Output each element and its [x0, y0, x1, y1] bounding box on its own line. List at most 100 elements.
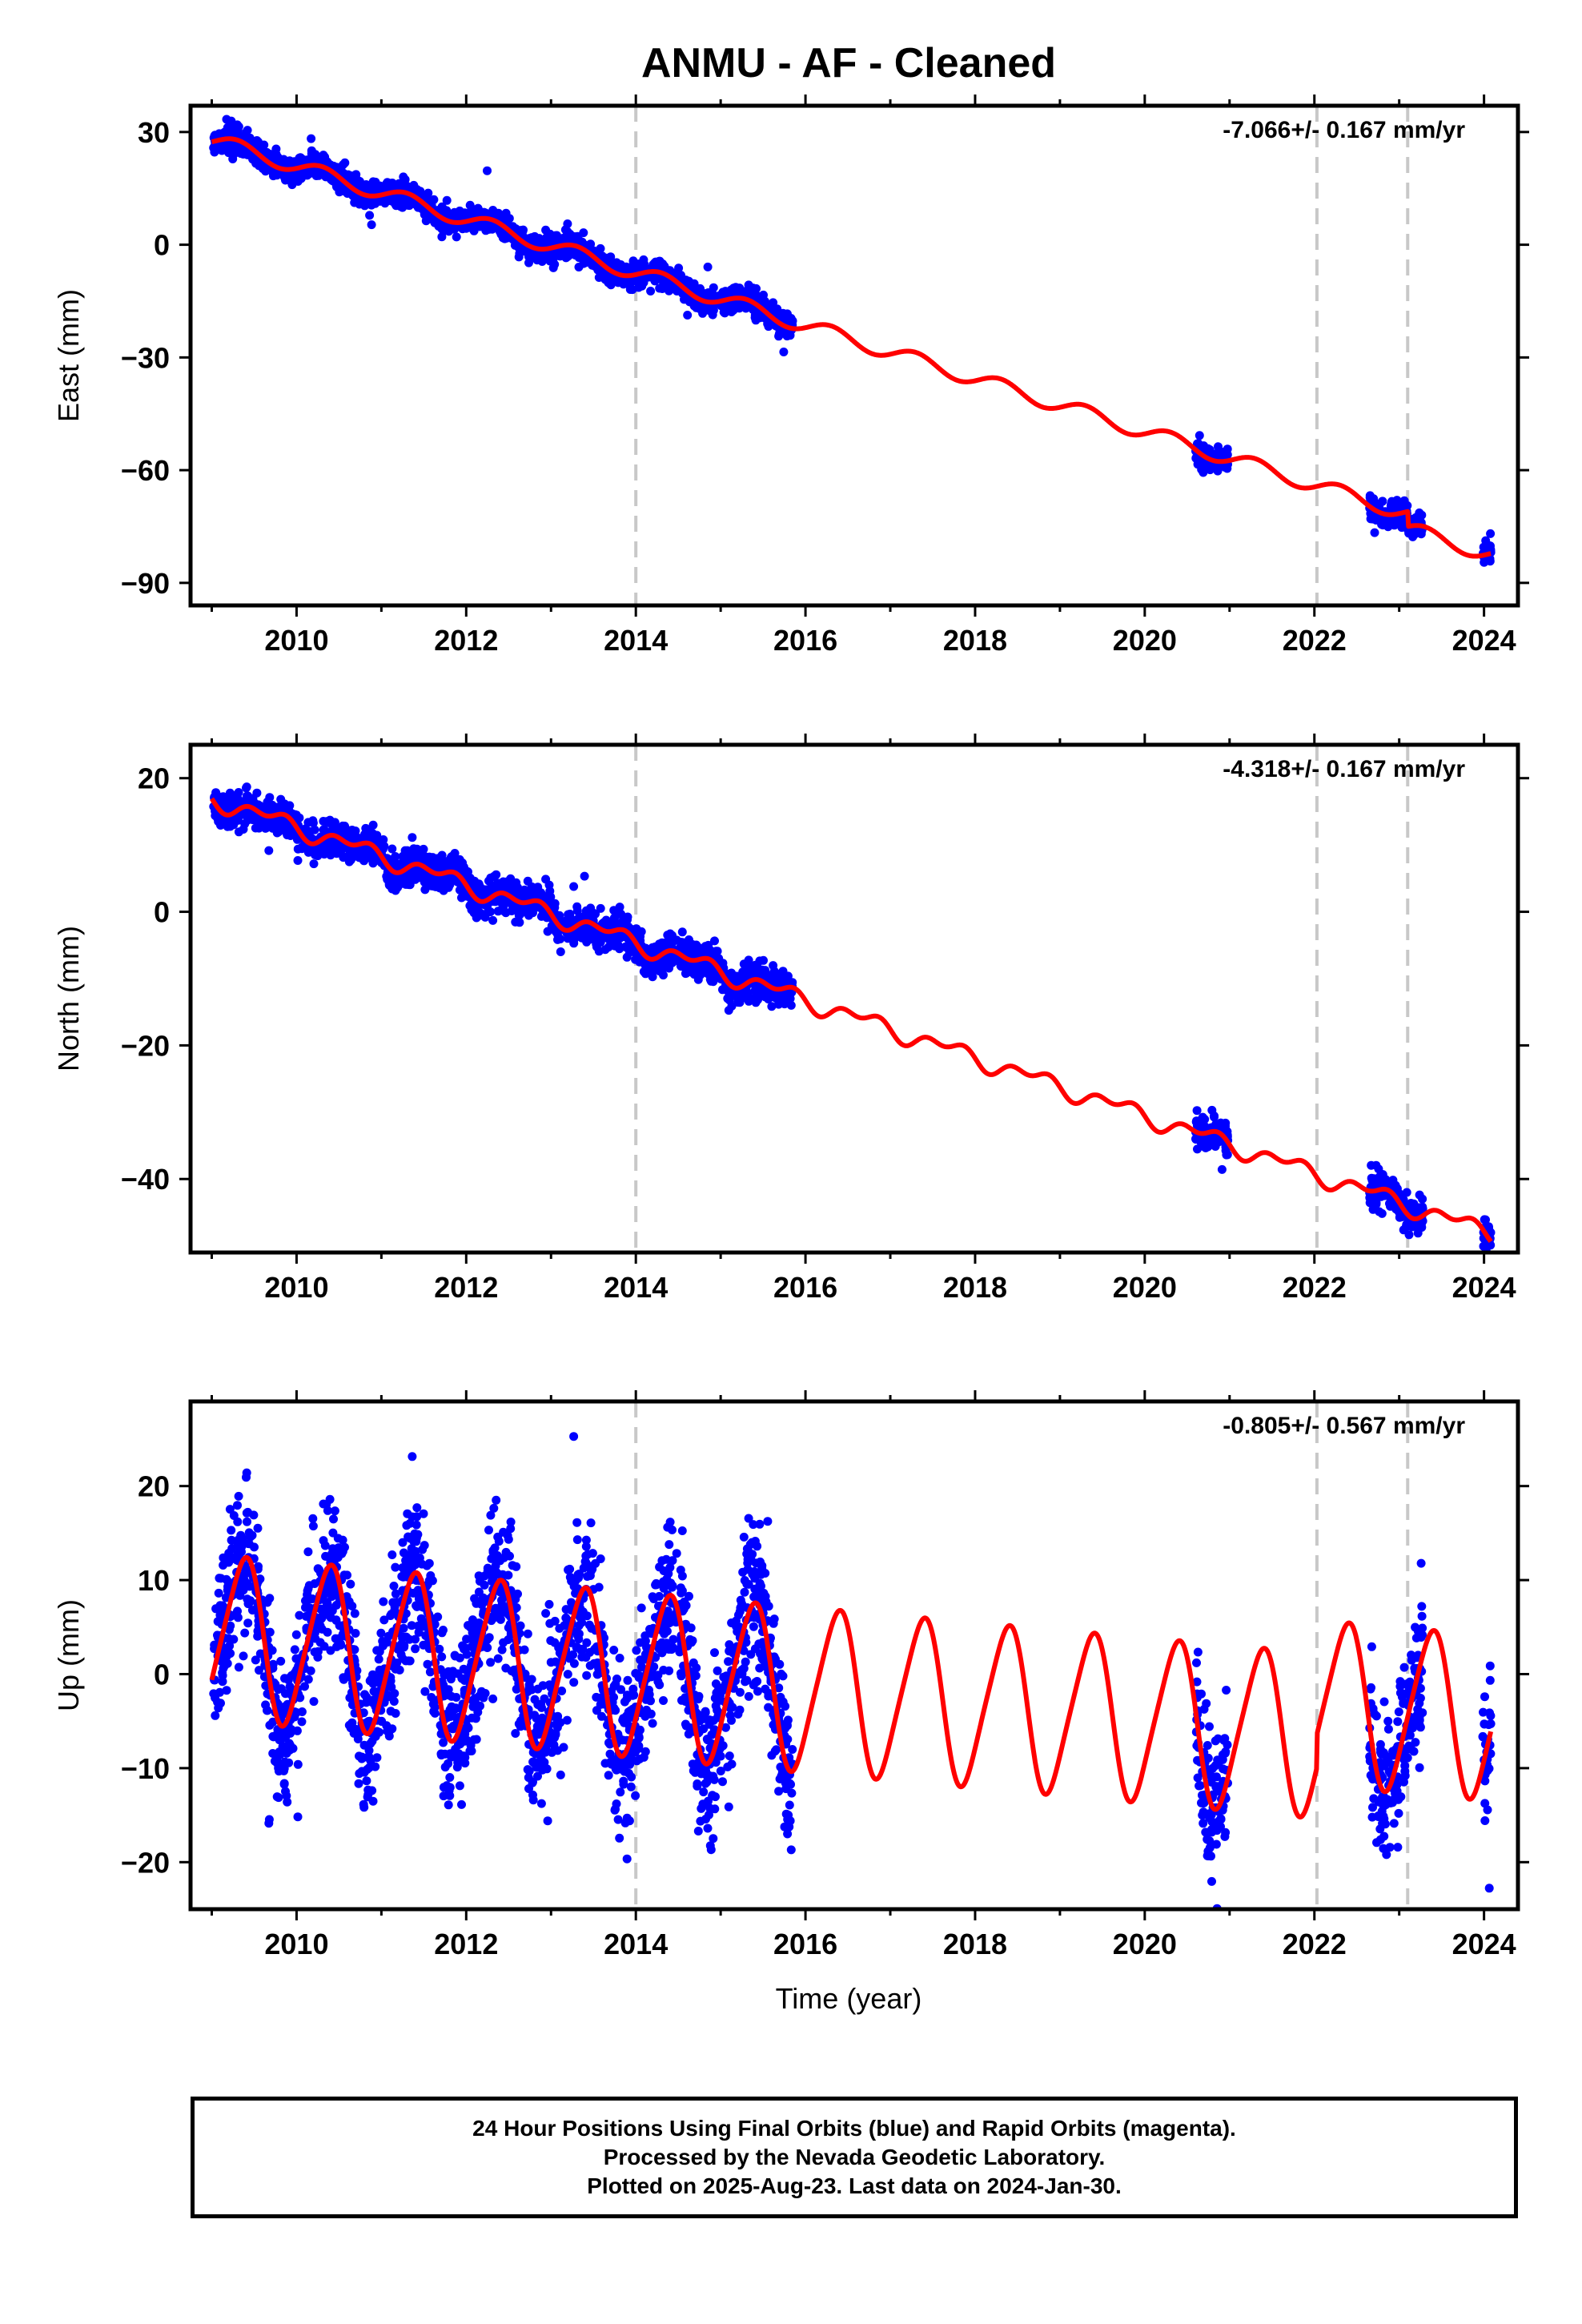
north-data-point	[268, 822, 278, 832]
north-data-point	[1401, 1222, 1411, 1232]
east-data-point	[703, 262, 713, 271]
east-data-point	[524, 258, 533, 267]
east-data-point	[779, 348, 789, 356]
east-data-point	[259, 140, 269, 150]
east-data-point	[287, 157, 296, 167]
north-data-point	[757, 965, 767, 975]
east-data-point	[1215, 449, 1225, 459]
east-data-point	[1397, 521, 1407, 530]
north-data-point	[1192, 1106, 1202, 1116]
east-data-point	[594, 273, 604, 282]
north-data-point	[435, 883, 444, 893]
north-data-point	[1217, 1164, 1227, 1174]
east-data-point	[409, 180, 419, 190]
east-data-point	[501, 208, 511, 218]
north-panel: 2010 2012 2014 2016 2018 2020 2022 2024200−20−4…	[52, 734, 1529, 1304]
north-data-point	[527, 887, 536, 896]
north-data-point	[345, 848, 355, 858]
east-data-point	[231, 126, 241, 135]
east-data-point	[1383, 519, 1392, 529]
north-data-point	[498, 906, 508, 915]
east-data-point	[548, 263, 558, 272]
north-data-point	[420, 878, 429, 887]
north-data-point	[368, 820, 378, 830]
north-data-point	[783, 998, 793, 1007]
north-data-point	[751, 998, 761, 1007]
east-data-point	[1371, 513, 1380, 523]
north-data-point	[400, 846, 410, 855]
east-data-point	[336, 163, 346, 173]
north-data-point	[319, 817, 328, 826]
east-data-point	[491, 208, 500, 218]
up-data-point	[411, 1644, 420, 1654]
east-data-point	[1417, 510, 1427, 520]
north-data-point	[293, 856, 303, 865]
north-data-point	[387, 844, 397, 854]
east-data-point	[1377, 497, 1387, 506]
north-data-point	[223, 819, 232, 829]
north-data-point	[309, 859, 319, 869]
north-y-tick-label: −40	[121, 1163, 170, 1196]
north-data-point	[254, 818, 263, 826]
north-data-point	[455, 854, 464, 864]
north-x-tick-label: 2018	[943, 1271, 1007, 1304]
figure-title: ANMU - AF - Cleaned	[641, 40, 1056, 86]
east-data-point	[574, 253, 584, 263]
north-x-tick-label: 2024	[1452, 1271, 1516, 1304]
east-data-point	[1408, 532, 1418, 541]
north-y-tick-label: −20	[121, 1029, 170, 1062]
east-data-point	[782, 316, 792, 325]
east-data-point	[759, 290, 768, 300]
east-data-point	[303, 167, 313, 177]
north-data-point	[1375, 1207, 1384, 1216]
east-data-point	[365, 211, 375, 220]
north-data-point	[622, 952, 632, 962]
north-data-point	[264, 846, 274, 855]
north-data-point	[438, 860, 447, 870]
north-data-point	[701, 962, 711, 971]
north-data-point	[663, 931, 673, 940]
north-data-point	[612, 910, 621, 919]
north-data-point	[488, 915, 498, 925]
north-data-point	[689, 970, 699, 979]
up-data-point	[253, 1523, 263, 1533]
east-data-point	[661, 278, 671, 287]
north-data-point	[594, 947, 604, 956]
east-data-point	[452, 232, 461, 242]
east-data-point	[625, 285, 635, 294]
north-data-point	[737, 972, 746, 982]
east-data-point	[286, 176, 295, 186]
east-x-tick-label: 2016	[773, 624, 837, 657]
north-data-point	[286, 831, 295, 840]
east-data-point	[1395, 501, 1404, 511]
north-x-tick-label: 2020	[1113, 1271, 1177, 1304]
north-data-point	[1378, 1170, 1387, 1180]
east-data-point	[563, 219, 572, 228]
east-data-point	[350, 198, 359, 207]
east-data-point	[456, 212, 465, 222]
north-data-point	[515, 888, 524, 898]
north-data-point	[366, 850, 375, 859]
east-data-point	[243, 133, 252, 143]
east-rate-label: -7.066+/- 0.167 mm/yr	[1223, 117, 1465, 143]
east-data-point	[1205, 461, 1215, 471]
east-data-point	[495, 227, 504, 236]
east-data-point	[227, 116, 236, 126]
north-data-point	[243, 815, 252, 825]
north-data-point	[580, 871, 589, 881]
north-data-point	[420, 885, 430, 895]
east-data-point	[683, 311, 693, 320]
north-rate-label: -4.318+/- 0.167 mm/yr	[1223, 756, 1465, 782]
east-data-point	[586, 239, 596, 249]
east-data-point	[307, 134, 316, 143]
east-data-point	[225, 127, 235, 135]
east-data-point	[511, 224, 520, 234]
east-x-tick-label: 2020	[1113, 624, 1177, 657]
north-data-point	[649, 961, 659, 971]
north-data-point	[359, 856, 369, 866]
north-data-point	[580, 928, 590, 938]
east-data-point	[782, 332, 792, 341]
east-y-tick-label: −90	[121, 567, 170, 600]
east-data-point	[674, 263, 684, 273]
